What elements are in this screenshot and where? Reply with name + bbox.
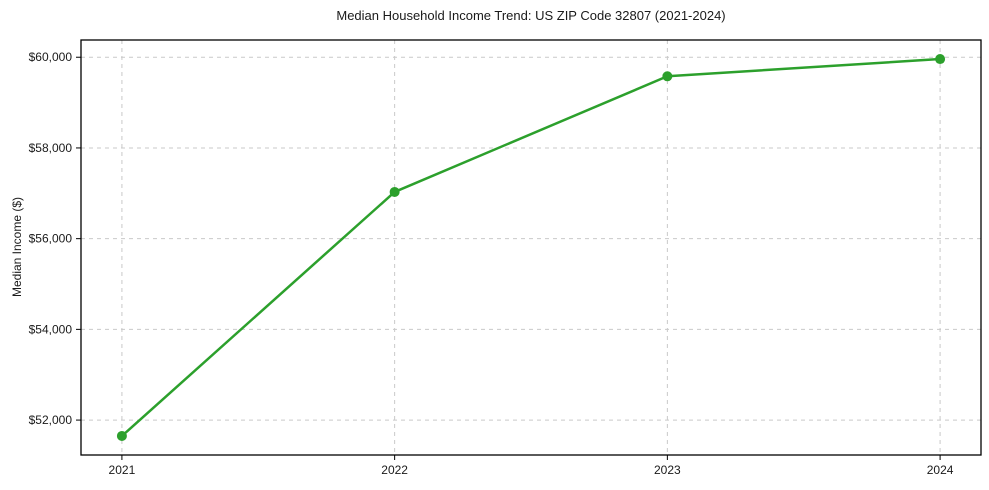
x-tick-label: 2023: [654, 463, 681, 477]
y-tick-label: $54,000: [29, 322, 73, 336]
plot-frame: [80, 39, 982, 456]
series-line: [120, 57, 942, 438]
chart-title: Median Household Income Trend: US ZIP Co…: [336, 8, 726, 23]
y-tick-label: $60,000: [29, 50, 73, 64]
y-tick-label: $52,000: [29, 413, 73, 427]
x-tick-label: 2024: [927, 463, 954, 477]
x-tick-label: 2022: [381, 463, 408, 477]
x-tick-label: 2021: [109, 463, 136, 477]
data-point: [389, 186, 400, 197]
y-tick-label: $56,000: [29, 232, 73, 246]
data-point: [116, 430, 127, 441]
data-point: [935, 54, 946, 65]
y-tick-label: $58,000: [29, 141, 73, 155]
data-point: [662, 71, 673, 82]
